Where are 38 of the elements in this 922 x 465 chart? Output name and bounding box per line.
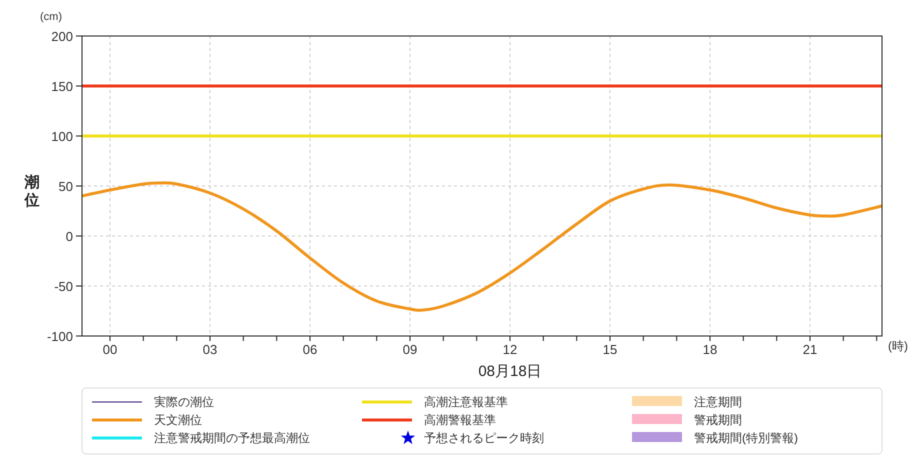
- legend-item: 警戒期間(特別警報): [632, 431, 798, 445]
- legend-label: 天文潮位: [154, 413, 202, 427]
- x-tick-label: 18: [702, 342, 718, 357]
- legend-label: 注意警戒期間の予想最高潮位: [154, 431, 310, 445]
- x-tick-label: 21: [802, 342, 818, 357]
- x-tick-label: 03: [202, 342, 218, 357]
- text: (cm): [40, 11, 62, 23]
- y-tick-label: 100: [51, 129, 73, 144]
- line-series: [80, 181, 884, 312]
- y-tick-label: 150: [51, 79, 73, 94]
- y-axis-title: 潮位: [24, 174, 40, 209]
- x-tick-label: 00: [102, 342, 118, 357]
- legend-item: 警戒期間: [632, 413, 742, 427]
- x-tick-label: 09: [402, 342, 418, 357]
- legend-item: 注意警戒期間の予想最高潮位: [92, 431, 310, 445]
- legend-item: 天文潮位: [92, 413, 202, 427]
- y-tick-label: 0: [66, 229, 73, 244]
- y-tick-label: -100: [46, 329, 73, 344]
- x-tick-label: 15: [602, 342, 618, 357]
- legend-label: 警戒期間(特別警報): [694, 431, 798, 445]
- legend-label: 実際の潮位: [154, 395, 214, 409]
- legend-item: 実際の潮位: [92, 395, 214, 409]
- text: 08月18日: [478, 363, 542, 380]
- legend-label: 注意期間: [694, 395, 742, 409]
- legend-item: 注意期間: [632, 395, 742, 409]
- legend-item: 高潮注意報基準: [362, 395, 508, 409]
- legend-item: 予想されるピーク時刻: [400, 430, 544, 445]
- y-tick-label: -50: [54, 279, 73, 294]
- legend-label: 警戒期間: [694, 413, 742, 427]
- legend-label: 予想されるピーク時刻: [424, 431, 544, 445]
- legend-label: 高潮注意報基準: [424, 395, 508, 409]
- x-tick-label: 06: [302, 342, 318, 357]
- y-tick-label: 200: [51, 29, 73, 44]
- legend-item: 高潮警報基準: [362, 413, 496, 427]
- x-tick-label: 12: [502, 342, 518, 357]
- x-axis-title: (時): [888, 339, 908, 353]
- y-tick-label: 50: [58, 179, 73, 194]
- legend-label: 高潮警報基準: [424, 413, 496, 427]
